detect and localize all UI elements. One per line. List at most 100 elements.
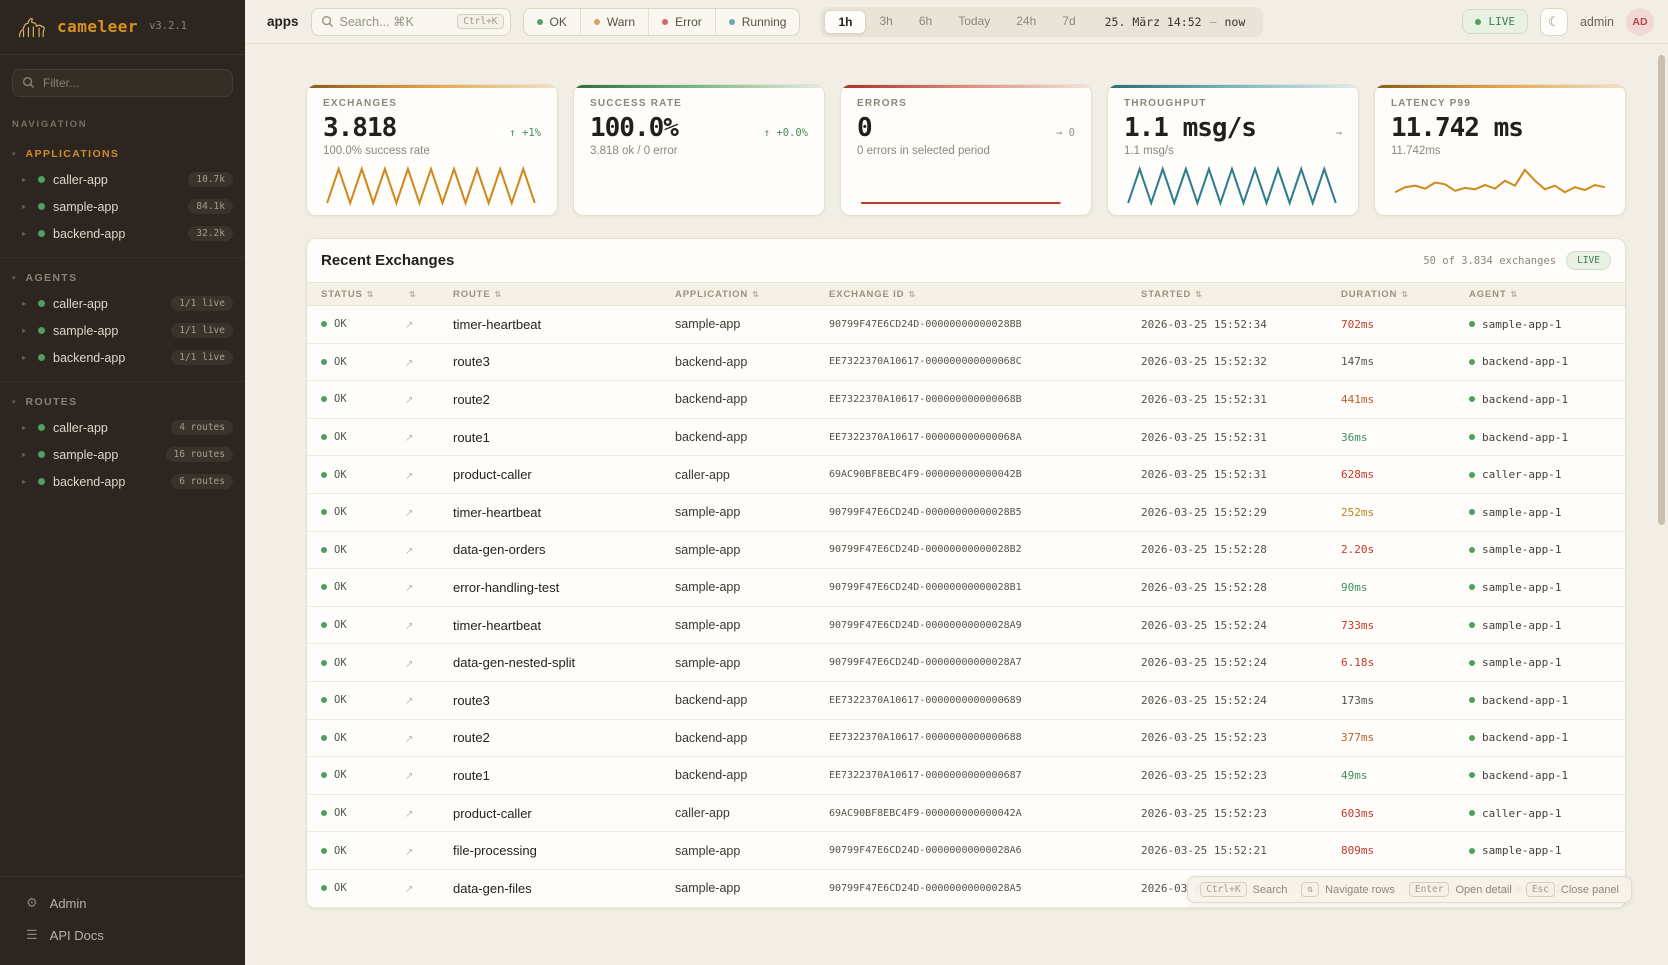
status-filter-chip[interactable]: Error [649, 8, 716, 35]
chevron-right-icon: ▸ [22, 353, 27, 362]
column-header[interactable]: DURATION ⇅ [1341, 289, 1469, 300]
duration-cell: 2.20s [1341, 543, 1375, 557]
open-detail-cell[interactable]: ↗ [405, 766, 453, 784]
filter-input[interactable] [12, 69, 233, 97]
sidebar-item[interactable]: ▸ backend-app 32.2k [0, 220, 245, 247]
status-cell: OK [321, 845, 405, 857]
table-count: 50 of 3.834 exchanges [1423, 254, 1557, 267]
route-cell: product-caller [453, 467, 532, 483]
kpi-value: 11.742 ms [1391, 113, 1524, 143]
sidebar-item[interactable]: ▸ caller-app 10.7k [0, 166, 245, 193]
table-row[interactable]: OK ↗ product-caller caller-app 69AC90BF8… [307, 794, 1625, 833]
avatar[interactable]: AD [1626, 7, 1654, 36]
sidebar-item[interactable]: ▸ caller-app 1/1 live [0, 290, 245, 317]
status-dot [662, 18, 669, 25]
table-row[interactable]: OK ↗ error-handling-test sample-app 9079… [307, 569, 1625, 607]
table-row[interactable]: OK ↗ data-gen-nested-split sample-app 90… [307, 644, 1625, 682]
table-row[interactable]: OK ↗ data-gen-orders sample-app 90799F47… [307, 531, 1625, 570]
search-input[interactable] [339, 14, 445, 29]
nav-group-header[interactable]: ▾ AGENTS [0, 270, 245, 290]
sidebar-item[interactable]: ▸ sample-app 1/1 live [0, 317, 245, 344]
sidebar-item[interactable]: ▸ caller-app 4 routes [0, 414, 245, 441]
nav-group-title: ROUTES [25, 396, 78, 408]
kpi-card[interactable]: LATENCY P99 11.742 ms 11.742ms [1374, 84, 1626, 216]
table-row[interactable]: OK ↗ route2 backend-app EE7322370A10617-… [307, 719, 1625, 758]
open-detail-cell[interactable]: ↗ [405, 541, 453, 559]
started-cell: 2026-03-25 15:52:31 [1141, 430, 1267, 444]
open-detail-cell[interactable]: ↗ [405, 353, 453, 371]
date-range[interactable]: 25. März 14:52 — now [1089, 15, 1260, 29]
open-detail-cell[interactable]: ↗ [405, 315, 453, 333]
column-header[interactable]: ⇅ [405, 290, 453, 299]
column-header[interactable]: ROUTE ⇅ [453, 289, 675, 300]
table-row[interactable]: OK ↗ timer-heartbeat sample-app 90799F47… [307, 306, 1625, 344]
application-cell: sample-app [675, 542, 741, 557]
column-header[interactable]: APPLICATION ⇅ [675, 289, 829, 300]
kpi-accent-bar [841, 85, 1091, 88]
route-cell: route3 [453, 692, 490, 708]
column-header[interactable]: EXCHANGE ID ⇅ [829, 289, 1141, 300]
open-detail-cell[interactable]: ↗ [405, 578, 453, 596]
time-range-button[interactable]: 1h [824, 9, 867, 34]
status-filter-chip[interactable]: OK [524, 8, 581, 35]
time-range-button[interactable]: 7d [1062, 13, 1076, 28]
nav-group-header[interactable]: ▾ ROUTES [0, 394, 245, 414]
table-row[interactable]: OK ↗ route2 backend-app EE7322370A10617-… [307, 381, 1625, 419]
table-row[interactable]: OK ↗ route3 backend-app EE7322370A10617-… [307, 681, 1625, 720]
sidebar-footer-item[interactable]: ☰ API Docs [0, 919, 245, 951]
app-name: cameleer [57, 16, 139, 36]
sidebar-item-label: caller-app [53, 420, 108, 435]
open-detail-cell[interactable]: ↗ [405, 390, 453, 408]
theme-toggle-button[interactable]: ☾ [1539, 7, 1568, 36]
time-range-button[interactable]: 24h [1016, 13, 1037, 28]
open-detail-cell[interactable]: ↗ [405, 428, 453, 446]
column-header[interactable]: AGENT ⇅ [1469, 289, 1625, 300]
global-search[interactable]: Ctrl+K [310, 7, 511, 36]
started-cell: 2026-03-25 15:52:34 [1141, 317, 1267, 331]
sidebar-item-badge: 10.7k [188, 172, 233, 187]
kpi-card[interactable]: EXCHANGES 3.818 ↑ +1% 100.0% success rat… [306, 84, 558, 216]
open-detail-cell[interactable]: ↗ [405, 691, 453, 709]
table-row[interactable]: OK ↗ file-processing sample-app 90799F47… [307, 832, 1625, 870]
status-filter-chip[interactable]: Running [716, 9, 800, 35]
time-range-button[interactable]: Today [958, 13, 991, 28]
open-detail-cell[interactable]: ↗ [405, 804, 453, 822]
table-row[interactable]: OK ↗ route1 backend-app EE7322370A10617-… [307, 418, 1625, 457]
column-header[interactable]: STATUS ⇅ [321, 289, 405, 300]
table-row[interactable]: OK ↗ route1 backend-app EE7322370A10617-… [307, 757, 1625, 795]
started-cell: 2026-03-25 15:52:29 [1141, 505, 1267, 519]
open-detail-cell[interactable]: ↗ [405, 616, 453, 634]
status-filter-chip[interactable]: Warn [581, 8, 650, 35]
nav-group-header[interactable]: ▾ APPLICATIONS [0, 146, 245, 166]
sidebar-footer-item[interactable]: ⚙ Admin [0, 887, 245, 919]
table-row[interactable]: OK ↗ route3 backend-app EE7322370A10617-… [307, 343, 1625, 382]
search-shortcut-kbd: Ctrl+K [457, 14, 504, 29]
vertical-scrollbar[interactable] [1658, 55, 1665, 525]
app-logo[interactable]: cameleer v3.2.1 [0, 0, 245, 55]
kpi-card[interactable]: SUCCESS RATE 100.0% ↑ +0.0% 3.818 ok / 0… [573, 84, 825, 216]
agent-name: sample-app-1 [1482, 844, 1562, 858]
live-toggle[interactable]: LIVE [1462, 9, 1528, 34]
table-row[interactable]: OK ↗ timer-heartbeat sample-app 90799F47… [307, 606, 1625, 645]
time-range-button[interactable]: 6h [918, 13, 933, 28]
sidebar-item[interactable]: ▸ sample-app 16 routes [0, 441, 245, 468]
sidebar-item[interactable]: ▸ backend-app 1/1 live [0, 344, 245, 371]
sidebar-item[interactable]: ▸ backend-app 6 routes [0, 468, 245, 495]
sidebar-item[interactable]: ▸ sample-app 84.1k [0, 193, 245, 220]
agent-name: backend-app-1 [1482, 392, 1569, 406]
open-detail-cell[interactable]: ↗ [405, 842, 453, 860]
kpi-card[interactable]: ERRORS 0 → 0 0 errors in selected period [840, 84, 1092, 216]
user-name: admin [1579, 14, 1614, 29]
agent-cell: caller-app-1 [1469, 468, 1625, 481]
time-range-button[interactable]: 3h [879, 13, 893, 28]
open-detail-cell[interactable]: ↗ [405, 466, 453, 484]
open-detail-cell[interactable]: ↗ [405, 729, 453, 747]
open-detail-cell[interactable]: ↗ [405, 503, 453, 521]
table-row[interactable]: OK ↗ timer-heartbeat sample-app 90799F47… [307, 493, 1625, 532]
column-header[interactable]: STARTED ⇅ [1141, 289, 1341, 300]
open-detail-cell[interactable]: ↗ [405, 654, 453, 672]
status-text: OK [334, 656, 347, 669]
kpi-card[interactable]: THROUGHPUT 1.1 msg/s → 1.1 msg/s [1107, 84, 1359, 216]
table-row[interactable]: OK ↗ product-caller caller-app 69AC90BF8… [307, 456, 1625, 494]
open-detail-cell[interactable]: ↗ [405, 879, 453, 897]
